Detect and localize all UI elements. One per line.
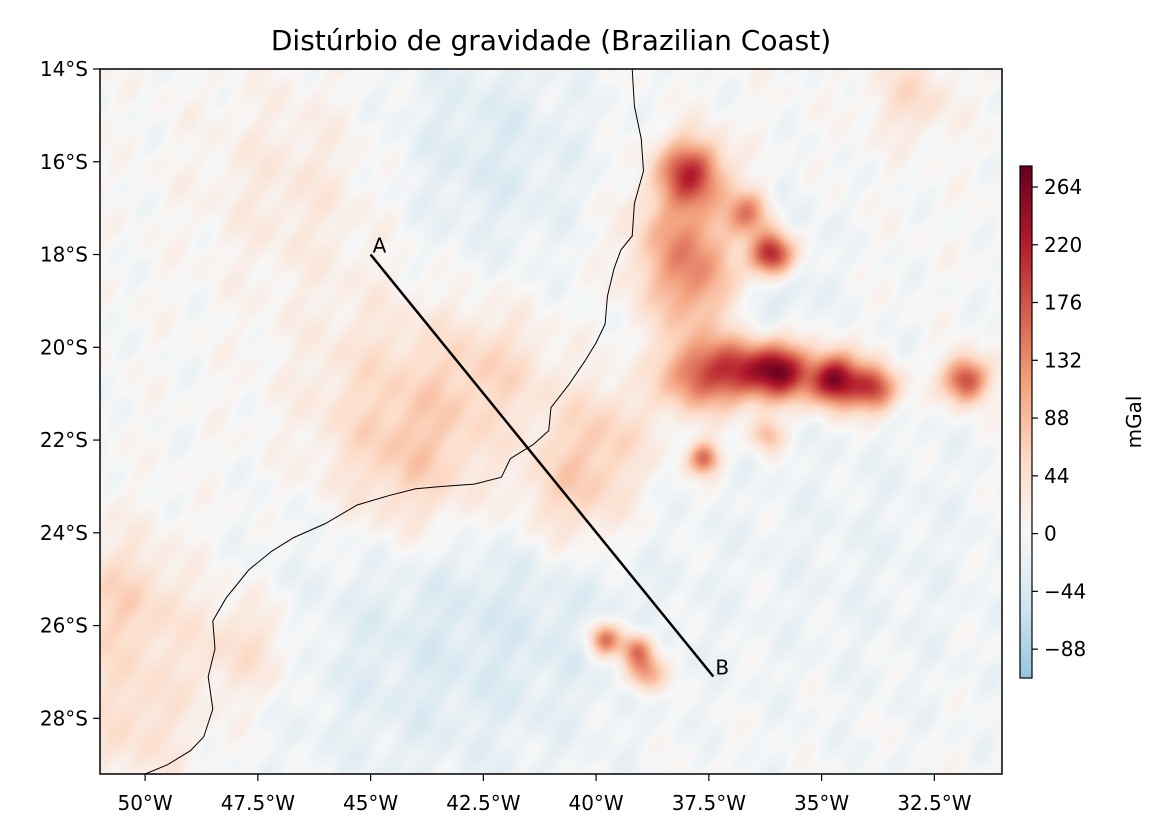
y-tick-label: 14°S <box>40 57 88 81</box>
coastline-path <box>144 68 645 775</box>
x-tick-label: 32.5°W <box>897 791 972 815</box>
colorbar-tick-label: 176 <box>1044 291 1082 315</box>
profile-line-group: AB <box>369 234 729 680</box>
y-tick-label: 28°S <box>40 706 88 730</box>
point-b-label: B <box>715 656 729 680</box>
coastline <box>144 68 645 775</box>
y-tick-label: 18°S <box>40 243 88 267</box>
x-tick-label: 47.5°W <box>221 791 296 815</box>
x-tick-label: 50°W <box>117 791 172 815</box>
colorbar-label: mGal <box>1122 396 1146 449</box>
x-tick-label: 45°W <box>343 791 398 815</box>
colorbar-tick-label: 132 <box>1044 348 1082 372</box>
map-plot-area: AB <box>99 68 1003 775</box>
gravity-heatmap <box>100 69 1002 774</box>
colorbar: −88 −44 0 44 88 132 176 220 264 mGal <box>1019 165 1146 679</box>
y-tick-label: 26°S <box>40 614 88 638</box>
x-tick-label: 37.5°W <box>672 791 747 815</box>
colorbar-frame <box>1019 165 1033 679</box>
y-tick-label: 16°S <box>40 150 88 174</box>
y-tick-label: 22°S <box>40 428 88 452</box>
point-a-label: A <box>373 234 387 258</box>
x-tick-label: 40°W <box>568 791 623 815</box>
colorbar-tick-label: −88 <box>1044 637 1086 661</box>
colorbar-tick-label: 88 <box>1044 406 1069 430</box>
y-tick-label: 24°S <box>40 521 88 545</box>
colorbar-tick-label: 264 <box>1044 175 1082 199</box>
colorbar-gradient <box>1020 166 1032 678</box>
colorbar-ticks: −88 −44 0 44 88 132 176 220 264 <box>1032 175 1086 661</box>
map-frame <box>99 68 1003 775</box>
profile-line <box>369 253 715 678</box>
colorbar-tick-label: 44 <box>1044 464 1069 488</box>
y-tick-label: 20°S <box>40 335 88 359</box>
y-axis-ticks: 14°S 16°S 18°S 20°S 22°S 24°S 26°S 28°S <box>40 57 100 730</box>
x-tick-label: 35°W <box>794 791 849 815</box>
x-tick-label: 42.5°W <box>446 791 521 815</box>
x-axis-ticks: 50°W 47.5°W 45°W 42.5°W 40°W 37.5°W 35°W 32.5°W <box>117 774 972 815</box>
chart-title: Distúrbio de gravidade (Brazilian Coast) <box>271 24 831 57</box>
colorbar-tick-label: −44 <box>1044 579 1086 603</box>
colorbar-tick-label: 0 <box>1044 522 1057 546</box>
colorbar-tick-label: 220 <box>1044 233 1082 257</box>
